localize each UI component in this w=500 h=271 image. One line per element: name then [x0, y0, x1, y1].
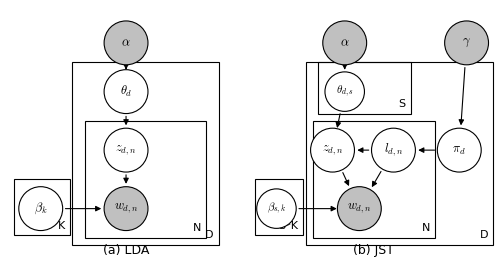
Text: $\alpha$: $\alpha$: [340, 36, 349, 49]
Text: S: S: [398, 99, 406, 109]
Bar: [84, 121, 206, 238]
Text: (b) JST: (b) JST: [354, 244, 395, 257]
Bar: [14, 179, 70, 235]
Circle shape: [325, 72, 364, 111]
Circle shape: [104, 21, 148, 65]
Text: K: K: [58, 221, 65, 231]
Text: D: D: [206, 230, 214, 240]
Text: $z_{d,n}$: $z_{d,n}$: [322, 143, 343, 157]
Text: $w_{d,n}$: $w_{d,n}$: [114, 202, 138, 215]
Text: $z_{d,n}$: $z_{d,n}$: [116, 143, 136, 157]
Text: D: D: [480, 230, 488, 240]
Text: N: N: [193, 223, 202, 233]
Text: $\beta_{s,k}$: $\beta_{s,k}$: [267, 201, 286, 216]
Bar: [306, 62, 494, 245]
Text: $w_{d,n}$: $w_{d,n}$: [347, 202, 372, 215]
Bar: [254, 179, 304, 235]
Circle shape: [438, 128, 481, 172]
Text: $\theta_{d,s}$: $\theta_{d,s}$: [336, 84, 353, 99]
Circle shape: [104, 128, 148, 172]
Text: N: N: [422, 223, 430, 233]
Circle shape: [104, 187, 148, 231]
Text: S*K: S*K: [278, 221, 298, 231]
Text: (a) LDA: (a) LDA: [103, 244, 149, 257]
Circle shape: [256, 189, 296, 228]
Circle shape: [104, 70, 148, 114]
Circle shape: [338, 187, 382, 231]
Bar: [72, 62, 219, 245]
Text: $\theta_d$: $\theta_d$: [120, 84, 132, 99]
Circle shape: [444, 21, 488, 65]
Circle shape: [323, 21, 366, 65]
Circle shape: [310, 128, 354, 172]
Bar: [313, 121, 435, 238]
Text: $\gamma$: $\gamma$: [462, 36, 471, 49]
Circle shape: [372, 128, 416, 172]
Text: $l_{d,n}$: $l_{d,n}$: [384, 142, 403, 159]
Bar: [318, 62, 410, 114]
Text: $\alpha$: $\alpha$: [122, 36, 131, 49]
Circle shape: [19, 187, 62, 231]
Text: $\beta_k$: $\beta_k$: [34, 201, 48, 216]
Text: $\pi_d$: $\pi_d$: [452, 144, 466, 157]
